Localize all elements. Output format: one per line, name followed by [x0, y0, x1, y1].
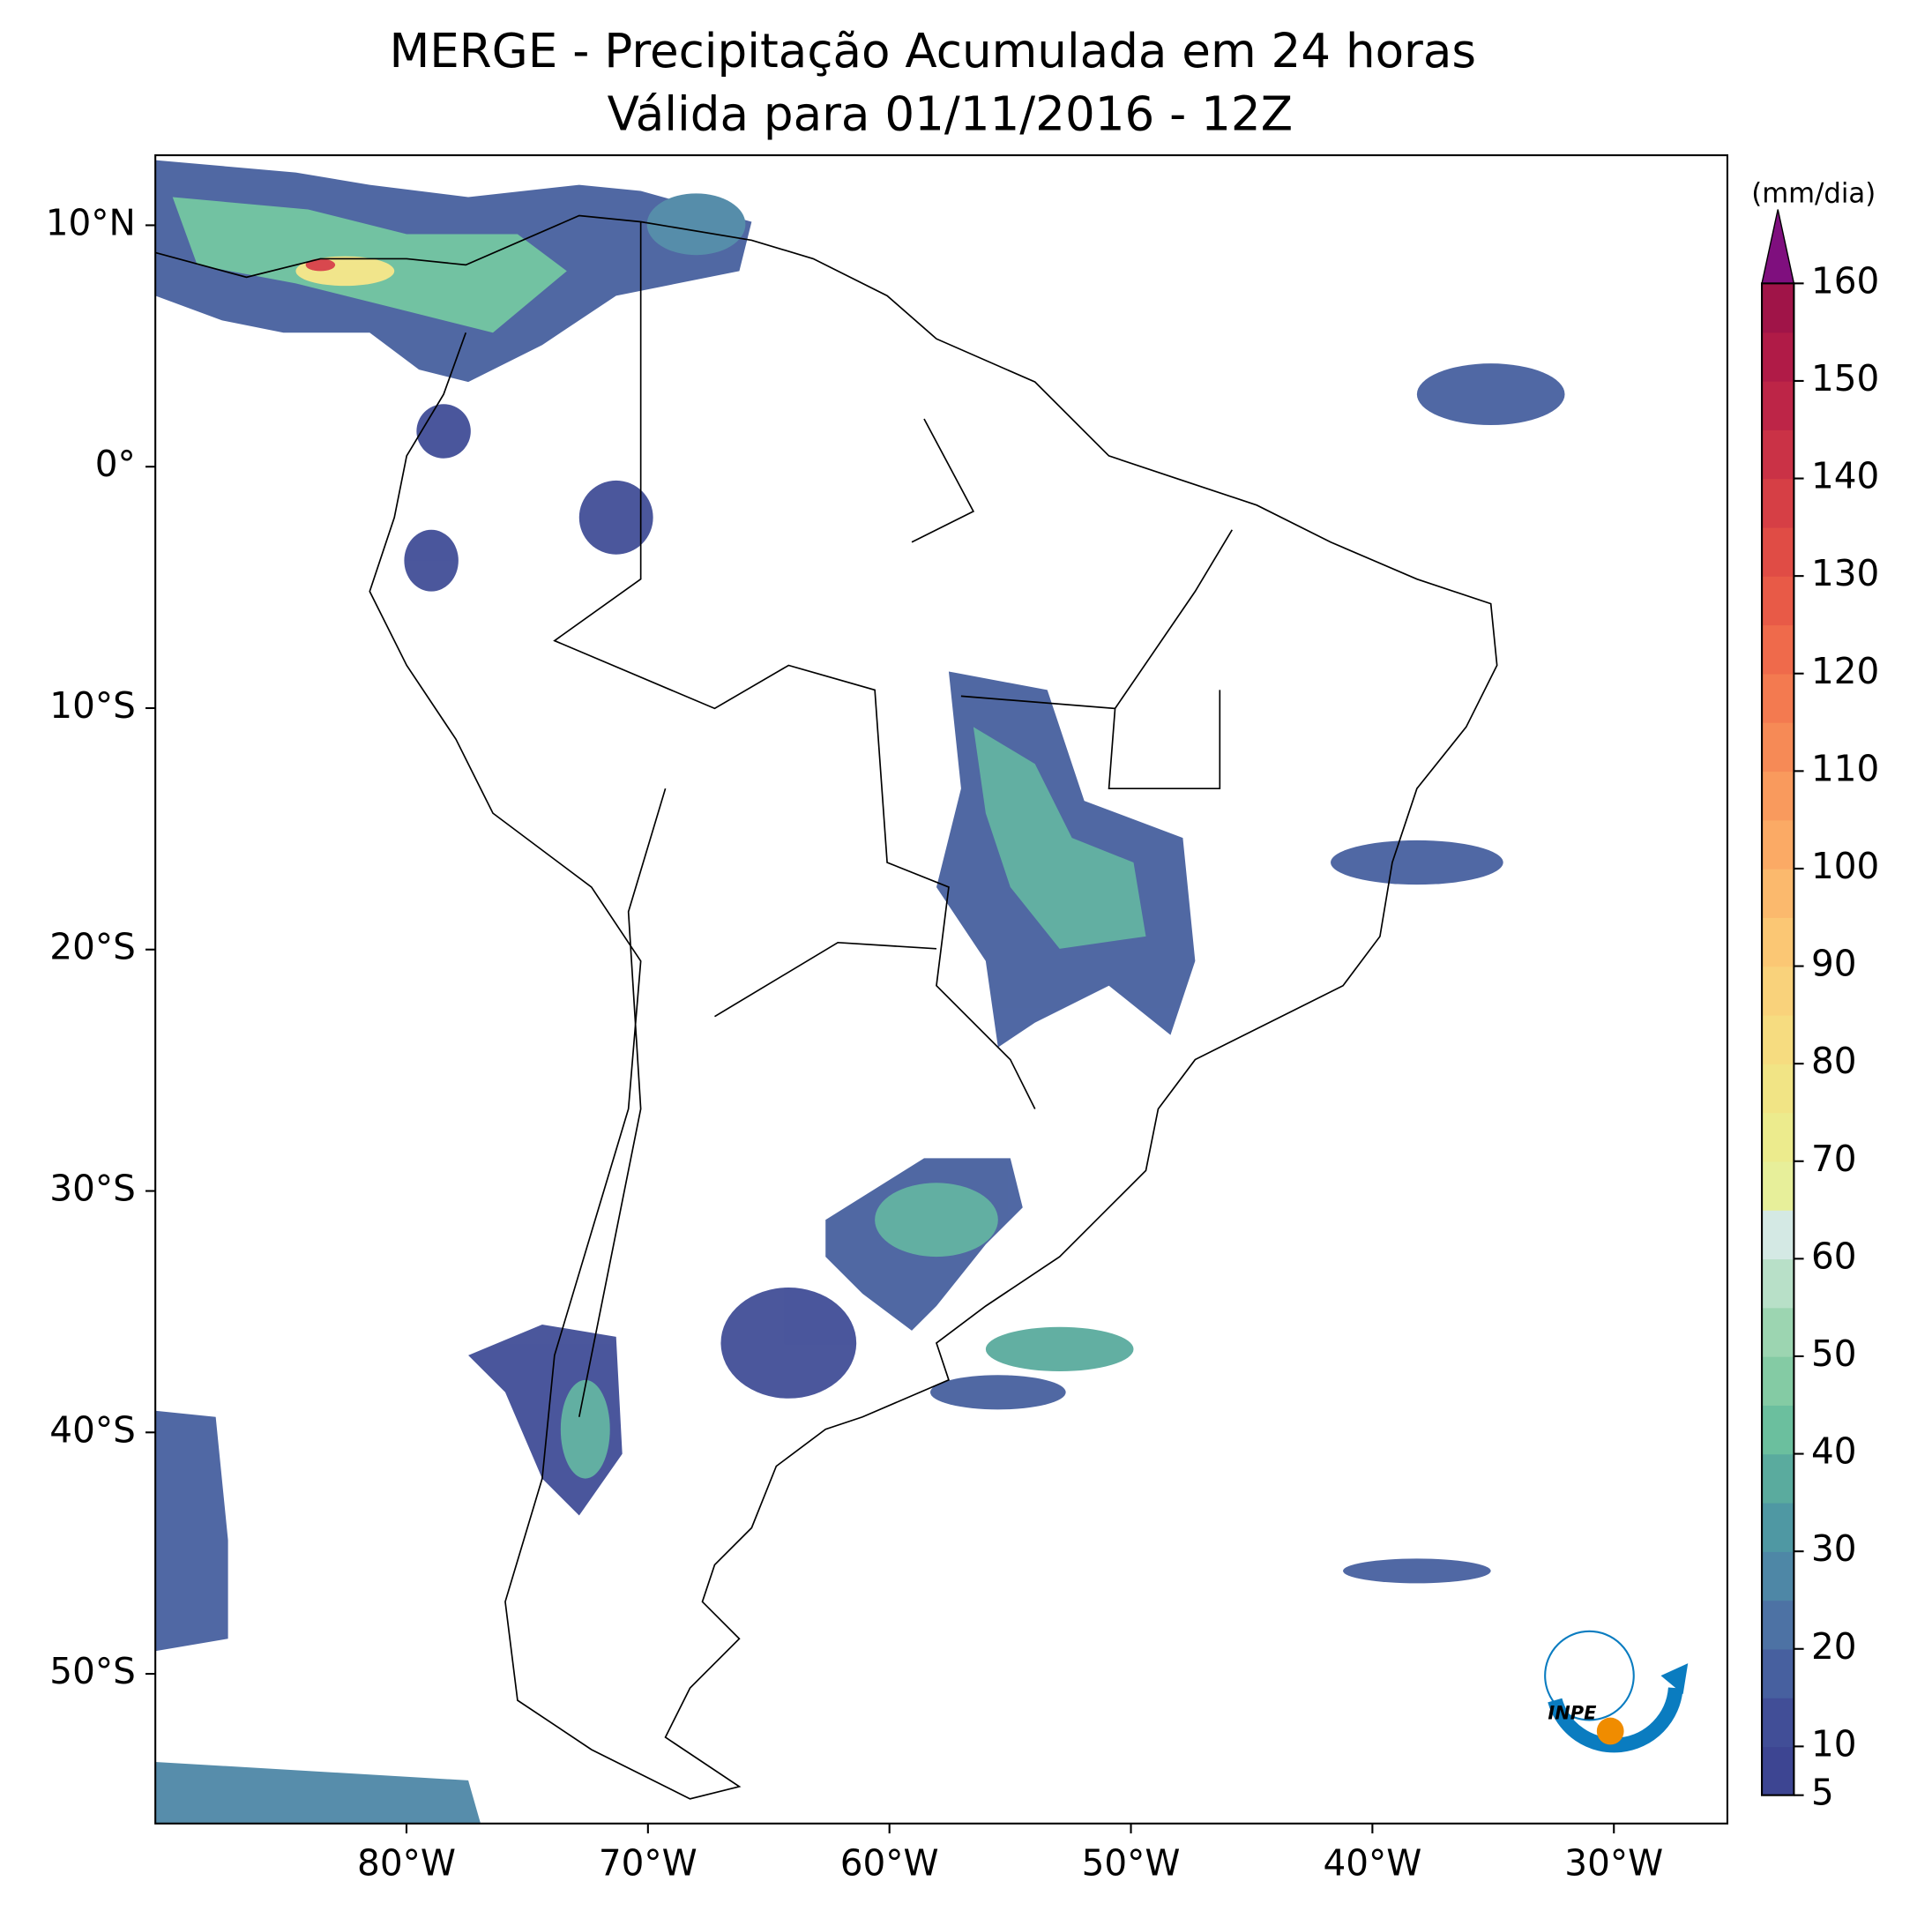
precip-area [973, 727, 1146, 949]
y-tick-label: 10°S [49, 684, 136, 727]
colorbar-band [1762, 673, 1794, 723]
colorbar-tick-label: 100 [1811, 845, 1879, 887]
colorbar-band [1762, 1161, 1794, 1211]
logo: INPE [1544, 1630, 1689, 1753]
colorbar-band [1762, 624, 1794, 675]
y-tick-label: 20°S [49, 926, 136, 968]
precip-area [560, 1379, 610, 1479]
colorbar-band [1762, 771, 1794, 821]
map-frame [154, 153, 1728, 1825]
colorbar-label: (mm/dia) [1751, 177, 1876, 209]
borders [553, 221, 1234, 1417]
colorbar-band [1762, 1648, 1794, 1698]
precip-area [875, 1183, 998, 1258]
colorbar-band [1762, 526, 1794, 577]
x-tick-label: 60°W [840, 1841, 939, 1884]
colorbar-band [1762, 868, 1794, 918]
x-tick-label: 50°W [1082, 1841, 1181, 1884]
colorbar-band [1762, 1210, 1794, 1260]
colorbar-tick-label: 10 [1811, 1722, 1857, 1765]
colorbar-tick-label: 120 [1811, 650, 1879, 692]
colorbar-band [1762, 1698, 1794, 1748]
colorbar-band [1762, 1112, 1794, 1162]
colorbar-tick-label: 20 [1811, 1625, 1857, 1668]
colorbar-tick-label: 50 [1811, 1332, 1857, 1375]
title: MERGE - Precipitação Acumulada em 24 hor… [389, 24, 1476, 78]
logo-dot [1596, 1717, 1624, 1745]
logo-swoosh [1548, 1687, 1683, 1753]
colorbar-band [1762, 429, 1794, 480]
colorbar-band [1762, 380, 1794, 430]
colorbar-band [1762, 1014, 1794, 1064]
precip-area [404, 529, 459, 592]
colorbar-band [1762, 1600, 1794, 1650]
precip-area [720, 1288, 857, 1399]
x-tick-label: 80°W [357, 1841, 456, 1884]
colorbar-band [1762, 819, 1794, 870]
colorbar-tick-label: 70 [1811, 1138, 1857, 1180]
y-tick-label: 50°S [49, 1650, 136, 1692]
colorbar-band [1762, 332, 1794, 382]
colorbar-band [1762, 917, 1794, 967]
subtitle: Válida para 01/11/2016 - 12Z [608, 86, 1293, 141]
y-tick-label: 0° [95, 443, 136, 485]
colorbar-tick-label: 60 [1811, 1235, 1857, 1277]
colorbar-tick-label: 5 [1811, 1772, 1834, 1814]
precip-area [155, 1761, 481, 1824]
colorbar-band [1762, 966, 1794, 1016]
y-tick-label: 10°N [46, 201, 136, 243]
precip-area [305, 258, 336, 272]
precip-area [929, 1375, 1066, 1410]
x-tick-label: 30°W [1564, 1841, 1663, 1884]
colorbar-tick-label: 90 [1811, 943, 1857, 985]
colorbar-band [1762, 1746, 1794, 1796]
colorbar-tick-label: 130 [1811, 552, 1879, 594]
colorbar-tick-label: 160 [1811, 259, 1879, 302]
colorbar: (mm/dia) 5 10 20 30 40 50 60 70 80 90 100 110 120 130… [1751, 177, 1879, 1813]
colorbar-band [1762, 1258, 1794, 1309]
colorbar-tick-label: 80 [1811, 1040, 1857, 1082]
colorbar-tick-label: 150 [1811, 357, 1879, 399]
map-area [154, 153, 1728, 1825]
colorbar-band [1762, 1551, 1794, 1601]
colorbar-band [1762, 576, 1794, 626]
colorbar-band [1762, 722, 1794, 773]
colorbar-tick-label: 110 [1811, 747, 1879, 789]
precip-area [1416, 363, 1565, 426]
precip-area [1331, 840, 1503, 885]
colorbar-tick-label: 140 [1811, 455, 1879, 497]
colorbar-tick-label: 30 [1811, 1527, 1857, 1570]
colorbar-band [1762, 1405, 1794, 1455]
colorbar-band [1762, 1453, 1794, 1504]
logo-ring [1544, 1630, 1635, 1721]
colorbar-band [1762, 1064, 1794, 1114]
colorbar-band [1762, 1307, 1794, 1357]
colorbar-band [1762, 1355, 1794, 1406]
colorbar-band [1762, 283, 1794, 333]
precipitation [155, 160, 1565, 1824]
colorbar-band [1762, 478, 1794, 528]
x-tick-label: 40°W [1323, 1841, 1421, 1884]
colorbar-frame [1761, 282, 1795, 1796]
precip-area [646, 193, 746, 256]
coastline [154, 214, 1498, 1800]
colorbar-tick-label: 40 [1811, 1430, 1857, 1473]
colorbar-extend [1761, 209, 1795, 285]
precip-area [985, 1326, 1134, 1372]
precip-area [578, 480, 653, 555]
precip-area [416, 404, 471, 459]
y-tick-label: 40°S [49, 1408, 136, 1451]
logo-text: INPE [1548, 1702, 1597, 1723]
x-tick-label: 70°W [599, 1841, 697, 1884]
colorbar-band [1762, 1502, 1794, 1552]
y-tick-label: 30°S [49, 1168, 136, 1210]
precip-area [1343, 1558, 1491, 1584]
precip-area [155, 1410, 228, 1652]
logo-arrow [1660, 1663, 1689, 1695]
